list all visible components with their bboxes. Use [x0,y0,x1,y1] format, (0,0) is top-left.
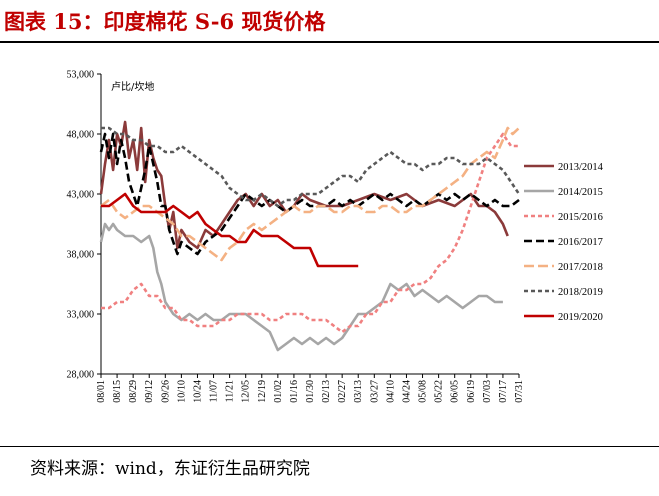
footer-rule [0,446,659,447]
chart-axes: 28,000 33,000 38,000 43,000 48,000 53,000 08/0… [67,70,526,403]
x-tick-label: 02/13 [321,380,332,403]
x-tick-label: 10/24 [192,380,203,403]
chart-series [99,120,521,352]
x-tick-label: 08/01 [96,380,107,403]
x-tick-label: 06/05 [450,380,461,403]
y-tick-label: 48,000 [67,130,95,141]
x-tick-label: 11/07 [209,380,220,402]
x-tick-label: 08/29 [128,380,139,403]
series-line-2017-2018 [100,126,520,262]
y-tick-label: 38,000 [67,250,95,261]
series-line-2014-2015 [99,222,503,352]
x-tick-label: 06/19 [466,380,477,403]
chart-legend: 2013/2014 2014/2015 2015/2016 2016/2017 2017… [524,162,604,323]
legend-label-2018-2019: 2018/2019 [558,287,603,298]
legend-label-2017-2018: 2017/2018 [558,262,603,273]
x-tick-label: 01/02 [273,380,284,403]
title-rule [0,41,659,43]
x-tick-label: 07/03 [482,380,493,403]
legend-label-2015-2016: 2015/2016 [558,212,603,223]
y-tick-label: 28,000 [67,370,95,381]
y-tick-label: 33,000 [67,310,95,321]
unit-label: 卢比/坎地 [111,80,154,93]
x-tick-label: 09/26 [160,380,171,403]
x-tick-label: 05/22 [434,380,445,403]
x-tick-label: 04/10 [385,380,396,403]
legend-label-2013-2014: 2013/2014 [558,162,604,173]
y-tick-label: 53,000 [67,70,95,81]
x-tick-label: 05/08 [418,380,429,403]
series-line-2018-2019 [101,126,521,208]
price-line-chart: 28,000 33,000 38,000 43,000 48,000 53,000 08/0… [67,70,604,403]
x-tick-label: 08/15 [112,380,123,403]
x-tick-label: 09/12 [144,380,155,403]
legend-label-2019-2020: 2019/2020 [558,312,603,323]
x-tick-label: 11/21 [225,380,236,402]
chart-title: 图表 15：印度棉花 S-6 现货价格 [4,9,326,34]
x-tick-label: 07/31 [514,380,525,403]
x-tick-label: 10/10 [176,380,187,403]
x-tick-label: 04/24 [401,380,412,403]
x-tick-label: 03/13 [353,380,364,403]
x-tick-label: 12/19 [257,380,268,403]
x-tick-label: 07/17 [498,380,509,403]
source-note: 资料来源：wind，东证衍生品研究院 [30,459,310,479]
legend-label-2014-2015: 2014/2015 [558,187,603,198]
y-tick-label: 43,000 [67,190,95,201]
series-line-2019-2020 [101,192,359,268]
legend-label-2016-2017: 2016/2017 [558,237,603,248]
x-tick-label: 01/16 [289,380,300,403]
x-tick-label: 12/05 [241,380,252,403]
x-tick-label: 03/27 [369,380,380,403]
x-tick-label: 02/27 [337,380,348,403]
series-line-2015-2016 [101,132,519,334]
x-tick-label: 01/30 [305,380,316,403]
series-line-2013-2014 [99,120,509,250]
